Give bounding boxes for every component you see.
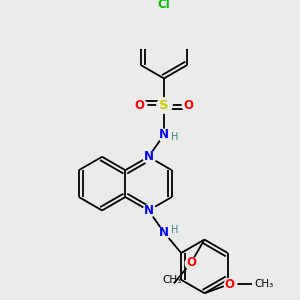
Text: Cl: Cl <box>158 0 170 11</box>
Text: N: N <box>144 204 154 217</box>
Text: CH₃: CH₃ <box>254 279 274 289</box>
Text: O: O <box>183 99 193 112</box>
Text: O: O <box>225 278 235 291</box>
Text: S: S <box>159 99 169 112</box>
Text: CH₃: CH₃ <box>162 275 182 285</box>
Text: N: N <box>144 150 154 163</box>
Text: H: H <box>171 132 178 142</box>
Text: H: H <box>171 226 178 236</box>
Text: O: O <box>135 99 145 112</box>
Text: N: N <box>159 128 169 141</box>
Text: O: O <box>186 256 196 269</box>
Text: N: N <box>159 226 169 239</box>
